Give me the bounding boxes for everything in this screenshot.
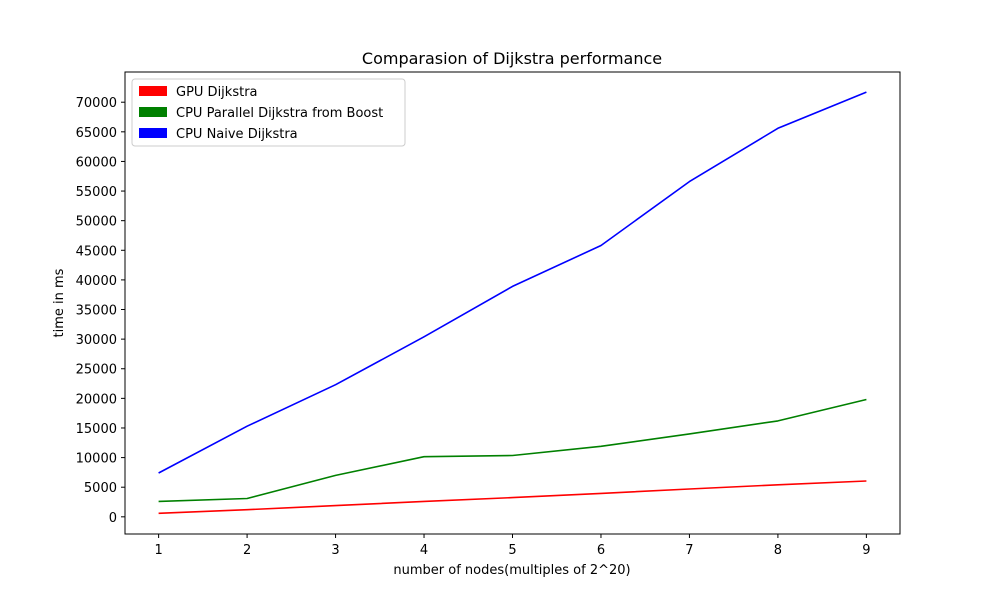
- y-tick-label: 50000: [76, 215, 117, 230]
- x-tick-label: 4: [420, 543, 428, 558]
- y-tick-label: 40000: [76, 274, 117, 289]
- legend-swatch-1: [139, 86, 167, 96]
- x-tick-label: 3: [331, 543, 339, 558]
- legend-label-2: CPU Parallel Dijkstra from Boost: [176, 106, 383, 121]
- y-tick-label: 30000: [76, 333, 117, 348]
- legend-label-1: GPU Dijkstra: [176, 85, 258, 100]
- y-tick-label: 55000: [76, 185, 117, 200]
- y-tick-label: 65000: [76, 126, 117, 141]
- x-tick-label: 5: [508, 543, 516, 558]
- y-tick-label: 20000: [76, 392, 117, 407]
- y-tick-label: 25000: [76, 363, 117, 378]
- legend-box: [131, 78, 406, 147]
- series-line-1: [158, 480, 867, 515]
- y-tick-label: 70000: [76, 96, 117, 111]
- x-tick-label: 8: [774, 543, 782, 558]
- y-tick-label: 5000: [84, 481, 117, 496]
- plot-area: 1 2 3 4 5 6 7 8 9 0 5000 10000 15000 20000 25000 30000 3…: [76, 71, 901, 558]
- x-tick-label: 6: [597, 543, 605, 558]
- x-tick-label: 1: [154, 543, 162, 558]
- chart-title: Comparasion of Dijkstra performance: [362, 49, 662, 68]
- y-tick-label: 45000: [76, 244, 117, 259]
- legend-swatch-3: [139, 128, 167, 138]
- x-axis-label: number of nodes(multiples of 2^20): [393, 563, 630, 578]
- series-line-2: [158, 398, 867, 503]
- legend: GPU Dijkstra CPU Parallel Dijkstra from B…: [131, 78, 406, 147]
- legend-swatch-2: [139, 107, 167, 117]
- y-tick-label: 0: [109, 511, 117, 526]
- y-axis-label: time in ms: [52, 268, 67, 337]
- y-tick-label: 60000: [76, 155, 117, 170]
- series-line-3: [158, 91, 867, 474]
- y-tick-label: 10000: [76, 452, 117, 467]
- x-tick-label: 2: [243, 543, 251, 558]
- legend-label-3: CPU Naive Dijkstra: [176, 127, 298, 142]
- y-tick-label: 15000: [76, 422, 117, 437]
- y-tick-label: 35000: [76, 304, 117, 319]
- x-tick-label: 9: [862, 543, 870, 558]
- x-tick-label: 7: [685, 543, 693, 558]
